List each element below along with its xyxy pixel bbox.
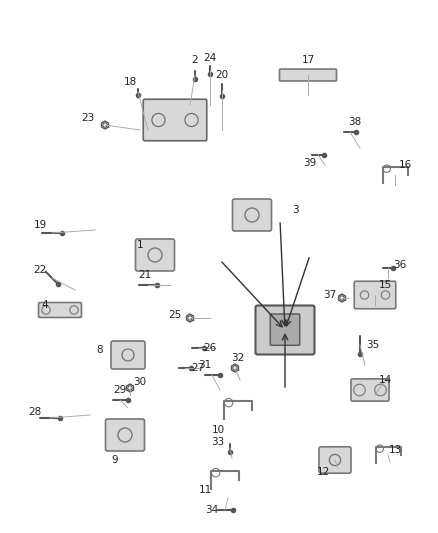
Text: 39: 39: [304, 158, 317, 168]
Text: 19: 19: [33, 220, 46, 230]
Text: 3: 3: [292, 205, 298, 215]
FancyBboxPatch shape: [354, 281, 396, 309]
Text: 8: 8: [97, 345, 103, 355]
Text: 12: 12: [316, 467, 330, 477]
Text: 36: 36: [393, 260, 406, 270]
Text: 18: 18: [124, 77, 137, 87]
Text: 10: 10: [212, 425, 225, 435]
FancyBboxPatch shape: [135, 239, 174, 271]
Text: 15: 15: [378, 280, 392, 290]
Text: 31: 31: [198, 360, 212, 370]
Text: 27: 27: [191, 363, 205, 373]
Text: 29: 29: [113, 385, 127, 395]
Text: 4: 4: [42, 300, 48, 310]
FancyBboxPatch shape: [39, 303, 81, 318]
Text: 1: 1: [137, 240, 143, 250]
Text: 32: 32: [231, 353, 245, 363]
FancyBboxPatch shape: [270, 314, 300, 345]
Text: 34: 34: [205, 505, 219, 515]
Text: 30: 30: [134, 377, 147, 387]
Text: 38: 38: [348, 117, 362, 127]
Text: 2: 2: [192, 55, 198, 65]
FancyBboxPatch shape: [233, 199, 272, 231]
Text: 35: 35: [366, 340, 380, 350]
FancyBboxPatch shape: [319, 447, 351, 473]
Text: 17: 17: [301, 55, 314, 65]
FancyBboxPatch shape: [255, 305, 314, 354]
FancyBboxPatch shape: [106, 419, 145, 451]
FancyBboxPatch shape: [351, 379, 389, 401]
Text: 14: 14: [378, 375, 392, 385]
Text: 22: 22: [33, 265, 46, 275]
Text: 37: 37: [323, 290, 337, 300]
Text: 23: 23: [81, 113, 95, 123]
Text: 13: 13: [389, 445, 402, 455]
Text: 9: 9: [112, 455, 118, 465]
Text: 33: 33: [212, 437, 225, 447]
FancyBboxPatch shape: [279, 69, 336, 81]
Text: 24: 24: [203, 53, 217, 63]
Text: 16: 16: [399, 160, 412, 170]
FancyBboxPatch shape: [111, 341, 145, 369]
Text: 11: 11: [198, 485, 212, 495]
Text: 28: 28: [28, 407, 42, 417]
Text: 26: 26: [203, 343, 217, 353]
FancyBboxPatch shape: [143, 99, 207, 141]
Text: 25: 25: [168, 310, 182, 320]
Text: 20: 20: [215, 70, 229, 80]
Text: 21: 21: [138, 270, 152, 280]
